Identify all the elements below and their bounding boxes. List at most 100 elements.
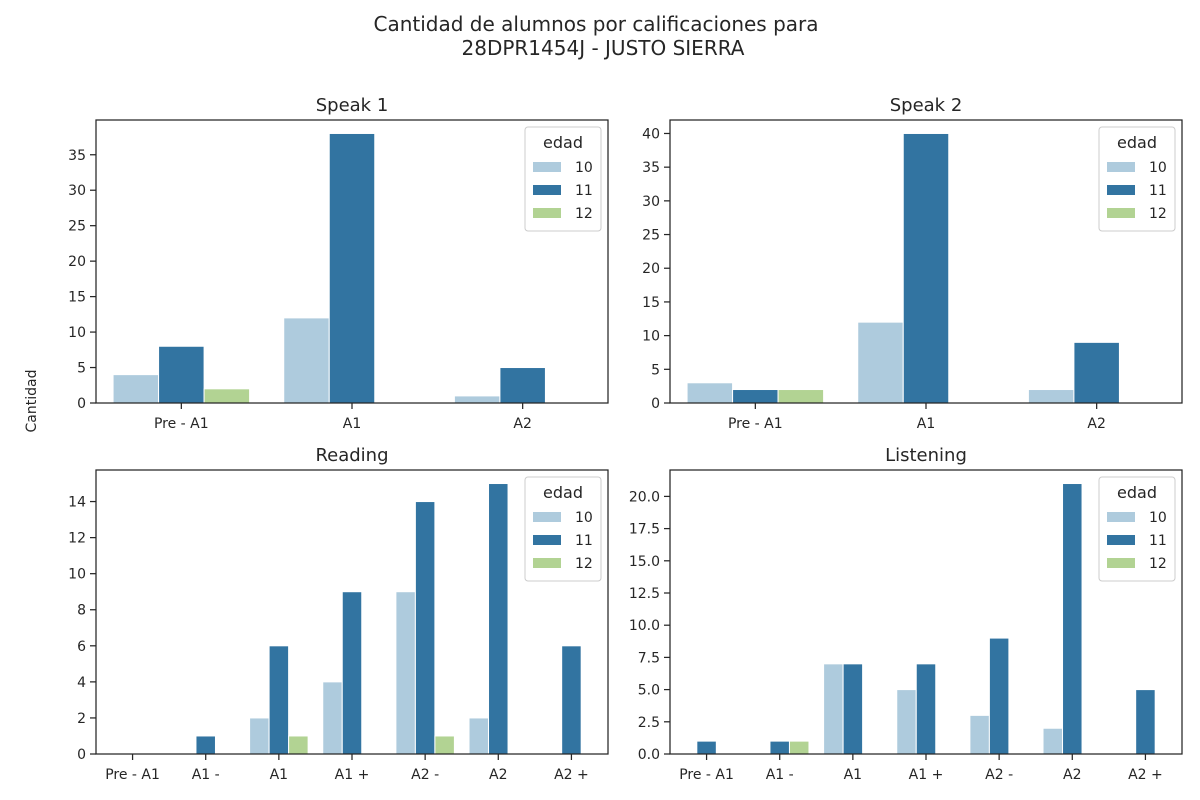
y-tick-label: 0.0	[638, 747, 660, 763]
legend-label: 11	[575, 533, 593, 549]
bar-11-3	[915, 663, 937, 755]
bar-11-1	[902, 132, 950, 404]
legend-label: 12	[575, 206, 593, 222]
legend-swatch-11	[533, 535, 561, 545]
x-tick-label: A2 -	[985, 767, 1013, 783]
legend-title: edad	[1117, 133, 1157, 152]
bar-10-5	[1042, 727, 1064, 755]
legend-label: 11	[575, 183, 593, 199]
y-tick-label: 0	[77, 747, 86, 763]
y-tick-label: 10	[68, 325, 86, 341]
y-tick-label: 25	[642, 228, 660, 244]
x-tick-label: A1	[917, 416, 935, 432]
bar-12-1	[788, 740, 810, 755]
y-tick-label: 17.5	[629, 522, 660, 538]
y-tick-label: 0	[77, 396, 86, 412]
panel-speak-1: Speak 1 0 5 10 15 20 25 30 35 Pre - A1 A1 A2 edad 10 1…	[68, 95, 609, 432]
x-tick-label: A1	[270, 767, 288, 783]
legend-swatch-11	[1107, 185, 1135, 195]
bar-11-2	[268, 645, 290, 755]
y-tick-label: 15	[68, 290, 86, 306]
bar-10-3	[322, 681, 343, 755]
bar-11-1	[195, 735, 216, 755]
bar-11-6	[561, 645, 582, 755]
legend: edad 10 11 12	[1098, 476, 1176, 582]
x-tick-label: A1 -	[766, 767, 794, 783]
legend-label: 11	[1149, 533, 1167, 549]
y-tick-label: 15.0	[629, 554, 660, 570]
panel-title: Listening	[885, 445, 967, 466]
bar-11-5	[1062, 483, 1083, 755]
y-tick-label: 2.5	[638, 715, 660, 731]
legend-label: 10	[1149, 160, 1167, 176]
x-tick-label: A1	[844, 767, 862, 783]
legend-title: edad	[543, 483, 583, 502]
bar-12-0	[203, 388, 251, 404]
y-tick-label: 40	[642, 126, 660, 142]
bar-11-0	[732, 389, 779, 404]
bar-12-4	[434, 735, 455, 755]
y-tick-label: 10	[642, 329, 660, 345]
bar-10-5	[468, 717, 490, 755]
legend-label: 11	[1149, 183, 1167, 199]
legend-swatch-12	[1107, 208, 1135, 218]
legend-frame	[524, 126, 602, 232]
panel-reading: Reading 0 2 4 6 8 10 12 14 Pre - A1 A1 - A1 A1 + A2 -…	[68, 445, 609, 783]
bar-11-4	[988, 637, 1010, 755]
legend-swatch-11	[533, 185, 561, 195]
legend-label: 10	[575, 160, 593, 176]
panel-title: Speak 2	[890, 95, 963, 116]
bar-11-2	[1073, 341, 1120, 404]
bar-10-3	[896, 689, 917, 755]
y-tick-label: 5.0	[638, 683, 660, 699]
y-tick-label: 10.0	[629, 618, 660, 634]
panel-title: Speak 1	[316, 95, 389, 116]
bar-11-6	[1135, 689, 1156, 755]
legend-label: 10	[575, 510, 593, 526]
bar-11-2	[842, 663, 864, 755]
bar-11-0	[696, 740, 717, 755]
x-tick-label: Pre - A1	[105, 767, 160, 783]
y-tick-label: 6	[77, 639, 86, 655]
legend-frame	[524, 476, 602, 582]
legend-label: 12	[575, 556, 593, 572]
legend-swatch-12	[533, 208, 561, 218]
bar-11-1	[328, 132, 376, 404]
x-tick-label: A2	[1063, 767, 1081, 783]
x-tick-label: A1	[343, 416, 361, 432]
legend-swatch-12	[1107, 558, 1135, 568]
y-tick-label: 8	[77, 603, 86, 619]
figure-title-line2: 28DPR1454J - JUSTO SIERRA	[462, 36, 745, 60]
x-tick-label: A1 +	[909, 767, 944, 783]
bar-11-3	[341, 591, 363, 755]
legend-swatch-10	[1107, 512, 1135, 522]
x-tick-label: A2	[1087, 416, 1105, 432]
x-tick-label: Pre - A1	[154, 416, 209, 432]
y-tick-label: 20	[642, 261, 660, 277]
y-tick-label: 12.5	[629, 586, 660, 602]
y-tick-label: 30	[642, 194, 660, 210]
y-tick-label: 0	[651, 396, 660, 412]
panel-listening: Listening 0.0 2.5 5.0 7.5 10.0 12.5 15.0 17.5 20.…	[629, 445, 1183, 783]
bar-10-2	[453, 395, 501, 404]
bar-10-0	[686, 382, 734, 404]
x-tick-label: A1 -	[192, 767, 220, 783]
y-tick-label: 30	[68, 183, 86, 199]
x-tick-label: A2 -	[411, 767, 439, 783]
y-tick-label: 5	[651, 362, 660, 378]
y-tick-label: 4	[77, 675, 86, 691]
panel-title: Reading	[315, 445, 388, 466]
y-tick-label: 25	[68, 219, 86, 235]
legend-label: 12	[1149, 206, 1167, 222]
legend-swatch-10	[533, 512, 561, 522]
legend-frame	[1098, 126, 1176, 232]
y-axis-label: Cantidad	[24, 370, 40, 433]
y-tick-label: 20.0	[629, 489, 660, 505]
x-tick-label: A2 +	[554, 767, 589, 783]
bar-10-2	[823, 663, 844, 755]
y-tick-label: 5	[77, 361, 86, 377]
legend-label: 10	[1149, 510, 1167, 526]
y-tick-label: 14	[68, 495, 86, 511]
bar-11-2	[499, 367, 546, 404]
